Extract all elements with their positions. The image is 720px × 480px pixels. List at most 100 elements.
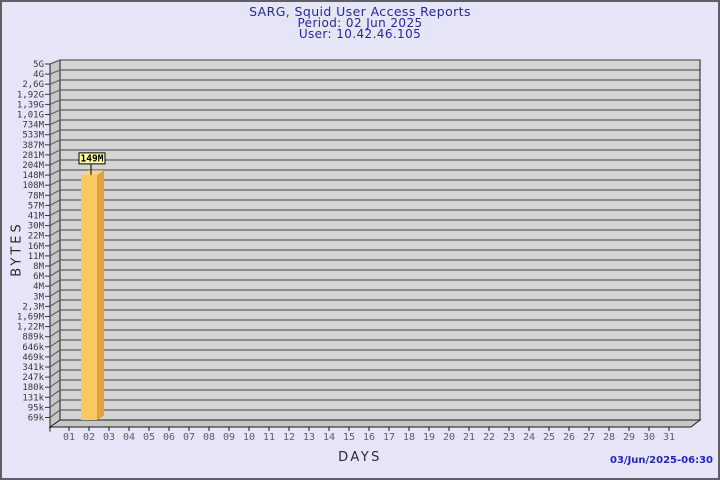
wall-gridline xyxy=(49,329,61,338)
chart-header: SARG, Squid User Access Reports Period: … xyxy=(2,4,718,42)
y-tick-label: 16M xyxy=(28,242,45,252)
wall-gridline xyxy=(49,239,61,247)
generated-timestamp: 03/Jun/2025-06:30 xyxy=(610,455,713,466)
y-tick-label: 734M xyxy=(22,121,44,131)
y-tick-label: 469k xyxy=(22,353,44,363)
wall-gridline xyxy=(49,279,61,287)
wall-gridline xyxy=(49,159,61,166)
wall-gridline xyxy=(49,299,61,307)
wall-gridline xyxy=(49,309,61,317)
y-tick-label: 2,6G xyxy=(22,80,44,90)
wall-gridline xyxy=(49,249,61,257)
value-flag-label: 149M xyxy=(81,153,104,164)
x-tick-label: 28 xyxy=(603,432,615,443)
y-tick-label: 8M xyxy=(33,262,44,272)
x-tick-label: 27 xyxy=(583,432,595,443)
floor xyxy=(48,419,702,428)
x-tick-label: 03 xyxy=(103,432,115,443)
value-flag xyxy=(78,152,106,165)
x-tick-label: 21 xyxy=(463,432,475,443)
x-tick-label: 10 xyxy=(243,432,255,443)
x-tick-label: 09 xyxy=(223,432,235,443)
wall-gridline xyxy=(49,169,61,176)
y-tick-label: 247k xyxy=(22,373,44,383)
x-tick-label: 02 xyxy=(83,432,95,443)
y-tick-label: 1,22M xyxy=(17,323,45,333)
y-tick-label: 5G xyxy=(33,60,44,70)
y-tick-label: 41M xyxy=(28,212,45,222)
wall-gridline xyxy=(49,219,61,227)
wall-gridline xyxy=(49,339,61,348)
x-tick-label: 18 xyxy=(403,432,415,443)
wall-gridline xyxy=(49,139,61,146)
y-tick-label: 148M xyxy=(22,171,44,181)
x-tick-label: 05 xyxy=(143,432,155,443)
y-tick-label: 6M xyxy=(33,272,44,282)
x-tick-label: 04 xyxy=(123,432,135,443)
wall-gridline xyxy=(49,79,61,85)
wall-gridline xyxy=(49,389,61,398)
wall-gridline xyxy=(49,229,61,237)
y-tick-label: 889k xyxy=(22,333,44,343)
x-tick-label: 20 xyxy=(443,432,455,443)
y-tick-label: 281M xyxy=(22,151,44,161)
wall-gridline xyxy=(49,269,61,277)
x-axis-title: DAYS xyxy=(338,450,382,465)
y-tick-label: 108M xyxy=(22,181,44,191)
chart-user: User: 10.42.46.105 xyxy=(298,27,422,42)
chart-period: Period: 02 Jun 2025 xyxy=(297,16,423,30)
wall-gridline xyxy=(49,209,61,216)
bar-top-face xyxy=(81,170,104,175)
y-tick-label: 1,69M xyxy=(17,313,45,323)
wall-gridline xyxy=(49,349,61,358)
y-axis-title: BYTES xyxy=(9,221,25,277)
x-tick-label: 30 xyxy=(643,432,655,443)
x-tick-label: 14 xyxy=(323,432,335,443)
left-wall xyxy=(49,59,61,429)
x-tick-label: 22 xyxy=(483,432,495,443)
x-tick-label: 16 xyxy=(363,432,375,443)
wall-gridline xyxy=(49,399,61,408)
y-tick-label: 533M xyxy=(22,131,44,141)
x-tick-label: 25 xyxy=(543,432,555,443)
y-tick-label: 30M xyxy=(28,222,45,232)
x-tick-label: 11 xyxy=(263,432,275,443)
wall-gridline xyxy=(49,119,61,126)
x-tick-label: 19 xyxy=(423,432,435,443)
y-tick-label: 57M xyxy=(28,201,45,211)
x-tick-label: 17 xyxy=(383,432,395,443)
wall-gridline xyxy=(49,359,61,368)
wall-gridline xyxy=(49,59,61,65)
x-tick-label: 31 xyxy=(663,432,675,443)
wall-gridline xyxy=(49,199,61,206)
y-tick-label: 180k xyxy=(22,383,44,393)
y-tick-label: 3M xyxy=(33,292,44,302)
x-tick-label: 06 xyxy=(163,432,175,443)
x-tick-label: 13 xyxy=(303,432,315,443)
y-tick-label: 95k xyxy=(28,403,45,413)
y-tick-label: 341k xyxy=(22,363,44,373)
x-tick-label: 08 xyxy=(203,432,215,443)
y-tick-label: 646k xyxy=(22,343,44,353)
y-tick-label: 204M xyxy=(22,161,44,171)
y-tick-label: 1,01G xyxy=(17,111,44,121)
wall-gridline xyxy=(49,369,61,378)
x-tick-label: 23 xyxy=(503,432,515,443)
x-tick-label: 29 xyxy=(623,432,635,443)
wall-gridline xyxy=(49,289,61,297)
chart-title: SARG, Squid User Access Reports xyxy=(249,4,471,19)
y-tick-label: 4G xyxy=(33,70,44,80)
x-tick-label: 15 xyxy=(343,432,355,443)
y-tick-label: 22M xyxy=(28,232,45,242)
y-tick-label: 4M xyxy=(33,282,44,292)
y-tick-label: 1,39G xyxy=(17,100,44,110)
wall-gridline xyxy=(49,409,61,418)
x-tick-label: 26 xyxy=(563,432,575,443)
x-tick-label: 12 xyxy=(283,432,295,443)
y-tick-label: 1,92G xyxy=(17,90,44,100)
wall-gridline xyxy=(49,129,61,136)
y-tick-label: 387M xyxy=(22,141,44,151)
wall-gridline xyxy=(49,379,61,388)
wall-gridline xyxy=(49,89,61,95)
